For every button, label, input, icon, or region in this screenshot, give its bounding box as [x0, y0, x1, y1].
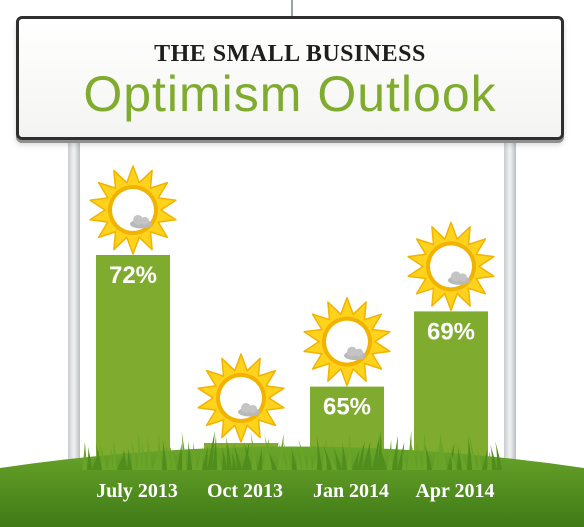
sun-icon: [407, 221, 495, 312]
sun-icon: [89, 165, 177, 255]
cloud-icon: [130, 215, 152, 229]
sign-hanger: [291, 0, 293, 16]
bar-value-label: 69%: [427, 318, 475, 345]
sign-pole-left: [68, 140, 80, 470]
bar-apr-2014: [414, 311, 488, 468]
sign-pole-right: [504, 140, 516, 470]
category-label: Oct 2013: [207, 480, 283, 502]
bar-value-label: 65%: [323, 394, 371, 421]
category-label: Apr 2014: [415, 480, 494, 502]
bar-july-2013: [96, 255, 170, 468]
grass-hill: [0, 446, 584, 527]
sign-title: Optimism Outlook: [83, 66, 497, 122]
bars-layer: 72%62%65%69%: [89, 165, 495, 477]
bar-value-label: 72%: [109, 262, 157, 289]
cloud-icon: [238, 403, 260, 417]
sun-icon: [197, 353, 285, 443]
title-sign: THE SMALL BUSINESS Optimism Outlook: [16, 16, 564, 140]
sign-subtitle: THE SMALL BUSINESS: [154, 41, 426, 67]
grass-icon: [82, 430, 502, 470]
sun-icon: [303, 296, 391, 387]
cloud-icon: [344, 346, 366, 361]
category-label: Jan 2014: [313, 480, 389, 502]
category-labels: July 2013 Oct 2013 Jan 2014 Apr 2014: [96, 480, 494, 502]
cloud-icon: [448, 271, 470, 285]
category-label: July 2013: [96, 480, 178, 502]
